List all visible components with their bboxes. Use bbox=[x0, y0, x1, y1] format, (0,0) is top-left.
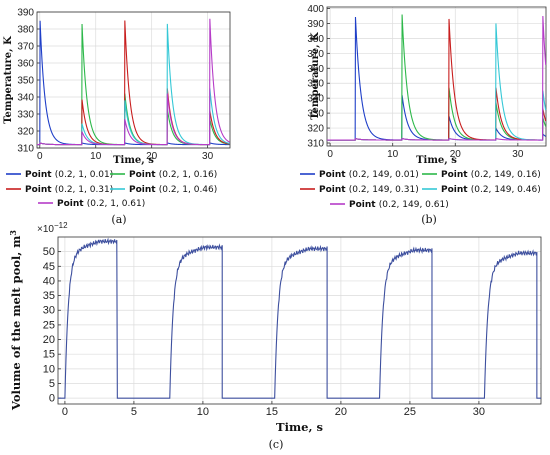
legend-label: Point (0.2, 149, 0.31) bbox=[319, 185, 419, 195]
y-tick-label: 40 bbox=[43, 275, 55, 287]
y-tick-label: 320 bbox=[17, 127, 34, 138]
x-tick-label: 30 bbox=[512, 149, 524, 160]
y-tick-label: 330 bbox=[307, 109, 324, 120]
y-tick-label: 400 bbox=[307, 4, 324, 15]
chart-a: 0 10 20 30 310 320 330 340 350 360 370 380 390 Time, … bbox=[3, 8, 231, 166]
y-tick-label: 370 bbox=[307, 49, 324, 60]
chart-c: 0 5 10 15 20 25 30 0 5 10 15 20 25 30 35 40 45 50 Time, s V… bbox=[8, 221, 542, 434]
y-tick-label: 350 bbox=[307, 79, 324, 90]
y-tick-label: 30 bbox=[43, 305, 55, 317]
y-axis-label: Temperature, K bbox=[3, 36, 14, 124]
x-tick-label: 20 bbox=[335, 406, 347, 418]
x-tick-label: 25 bbox=[404, 406, 416, 418]
legend-label: Point (0.2, 1, 0.46) bbox=[129, 185, 217, 195]
y-tick-label: 20 bbox=[43, 334, 55, 346]
y-tick-label: 340 bbox=[307, 94, 324, 105]
x-tick-label: 10 bbox=[197, 406, 209, 418]
y-tick-label: 25 bbox=[43, 319, 55, 331]
plot-frame bbox=[57, 236, 542, 405]
legend: Point (0.2, 149, 0.01) Point (0.2, 149, 0… bbox=[300, 170, 541, 210]
x-tick-label: 10 bbox=[90, 151, 102, 162]
panel-caption: (a) bbox=[111, 213, 126, 226]
legend-label: Point (0.2, 1, 0.61) bbox=[57, 199, 145, 209]
y-tick-label: 0 bbox=[49, 393, 55, 405]
y-multiplier: ×10−12 bbox=[37, 221, 68, 235]
y-tick-label: 310 bbox=[17, 144, 34, 155]
panel-caption: (b) bbox=[421, 213, 437, 226]
x-tick-label: 20 bbox=[450, 149, 462, 160]
x-tick-label: 5 bbox=[131, 406, 137, 418]
x-axis-label: Time, s bbox=[276, 420, 323, 434]
x-tick-label: 15 bbox=[266, 406, 278, 418]
x-tick-label: 30 bbox=[202, 151, 214, 162]
y-tick-label: 340 bbox=[17, 93, 34, 104]
legend-item: Point (0.2, 149, 0.61) bbox=[330, 200, 449, 210]
legend-item: Point (0.2, 1, 0.16) bbox=[110, 170, 217, 180]
legend-item: Point (0.2, 1, 0.61) bbox=[38, 199, 145, 209]
legend-item: Point (0.2, 149, 0.46) bbox=[422, 185, 541, 195]
legend-item: Point (0.2, 149, 0.01) bbox=[300, 170, 419, 180]
legend-label: Point (0.2, 1, 0.01) bbox=[25, 170, 113, 180]
x-tick-label: 0 bbox=[327, 149, 333, 160]
legend-label: Point (0.2, 1, 0.31) bbox=[25, 185, 113, 195]
series-line-3 bbox=[37, 20, 230, 146]
y-tick-label: 310 bbox=[307, 139, 324, 150]
y-tick-label: 15 bbox=[43, 349, 55, 361]
y-tick-label: 330 bbox=[17, 110, 34, 121]
legend-item: Point (0.2, 149, 0.16) bbox=[422, 170, 541, 180]
y-tick-label: 350 bbox=[17, 76, 34, 87]
series-line-4 bbox=[37, 23, 230, 146]
legend-label: Point (0.2, 149, 0.16) bbox=[441, 170, 541, 180]
legend-item: Point (0.2, 1, 0.01) bbox=[6, 170, 113, 180]
y-tick-label: 390 bbox=[307, 19, 324, 30]
y-tick-label: 380 bbox=[17, 25, 34, 36]
legend-item: Point (0.2, 1, 0.31) bbox=[6, 185, 113, 195]
y-tick-label: 390 bbox=[17, 8, 34, 19]
y-tick-label: 370 bbox=[17, 42, 34, 53]
y-tick-label: 360 bbox=[307, 64, 324, 75]
legend-item: Point (0.2, 1, 0.46) bbox=[110, 185, 217, 195]
y-tick-label: 50 bbox=[43, 246, 55, 258]
legend-label: Point (0.2, 149, 0.61) bbox=[349, 200, 449, 210]
y-tick-label: 380 bbox=[307, 34, 324, 45]
y-tick-label: 45 bbox=[43, 261, 55, 273]
y-tick-label: 320 bbox=[307, 124, 324, 135]
volume-line bbox=[58, 237, 541, 399]
series-line-1 bbox=[327, 16, 546, 141]
legend-label: Point (0.2, 149, 0.01) bbox=[319, 170, 419, 180]
x-tick-label: 0 bbox=[62, 406, 68, 418]
y-tick-label: 35 bbox=[43, 290, 55, 302]
series-line-1 bbox=[37, 20, 230, 146]
x-tick-label: 10 bbox=[387, 149, 399, 160]
y-axis-label: Temperature, K bbox=[310, 32, 321, 120]
x-tick-label: 30 bbox=[473, 406, 485, 418]
legend-label: Point (0.2, 1, 0.16) bbox=[129, 170, 217, 180]
x-axis-label: Time, s bbox=[113, 155, 154, 166]
y-tick-label: 10 bbox=[43, 363, 55, 375]
plot-frame bbox=[326, 6, 547, 147]
legend-item: Point (0.2, 149, 0.31) bbox=[300, 185, 419, 195]
legend: Point (0.2, 1, 0.01) Point (0.2, 1, 0.16)… bbox=[6, 170, 217, 209]
series-line-2 bbox=[37, 23, 230, 146]
series-line-5 bbox=[37, 18, 230, 146]
series-line-5 bbox=[327, 15, 547, 141]
panel-caption: (c) bbox=[269, 438, 284, 451]
chart-b: 0 10 20 30 310 320 330 340 350 360 370 380 390 400 Tim… bbox=[307, 4, 547, 166]
y-axis-label: Volume of the melt pool, m3 bbox=[8, 230, 23, 411]
legend-label: Point (0.2, 149, 0.46) bbox=[441, 185, 541, 195]
y-tick-label: 360 bbox=[17, 59, 34, 70]
x-tick-label: 20 bbox=[146, 151, 158, 162]
x-axis-label: Time, s bbox=[416, 155, 457, 166]
x-tick-label: 0 bbox=[37, 151, 43, 162]
y-tick-label: 5 bbox=[49, 378, 55, 390]
